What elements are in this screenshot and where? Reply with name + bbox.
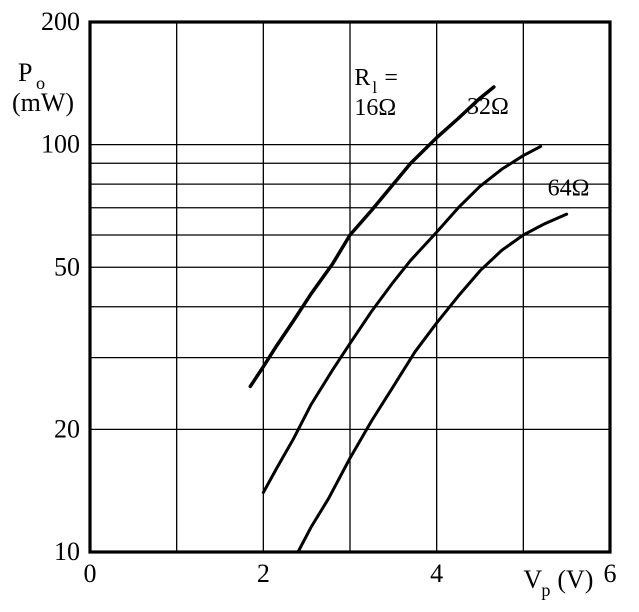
- curve-label-32: 32Ω: [467, 94, 509, 120]
- y-tick-label: 100: [41, 130, 80, 159]
- svg-text:16Ω: 16Ω: [354, 95, 396, 121]
- x-tick-label: 4: [430, 559, 443, 588]
- chart-svg: 0246102050100200Vp (V)Po(mW)Rl =16Ω32Ω64…: [0, 0, 639, 612]
- y-tick-label: 50: [54, 252, 80, 281]
- x-tick-label: 6: [604, 559, 617, 588]
- x-tick-label: 0: [84, 559, 97, 588]
- svg-text:V: V: [523, 565, 542, 594]
- curve-label-64: 64Ω: [548, 176, 590, 202]
- svg-text:P: P: [18, 58, 32, 87]
- y-tick-label: 20: [54, 414, 80, 443]
- svg-text:p: p: [541, 580, 550, 600]
- chart-container: 0246102050100200Vp (V)Po(mW)Rl =16Ω32Ω64…: [0, 0, 639, 612]
- svg-text:(V): (V): [557, 565, 593, 594]
- svg-text:=: =: [384, 65, 398, 91]
- y-tick-label: 200: [41, 7, 80, 36]
- svg-text:(mW): (mW): [12, 88, 74, 117]
- y-tick-label: 10: [54, 537, 80, 566]
- x-tick-label: 2: [257, 559, 270, 588]
- svg-text:R: R: [354, 65, 370, 91]
